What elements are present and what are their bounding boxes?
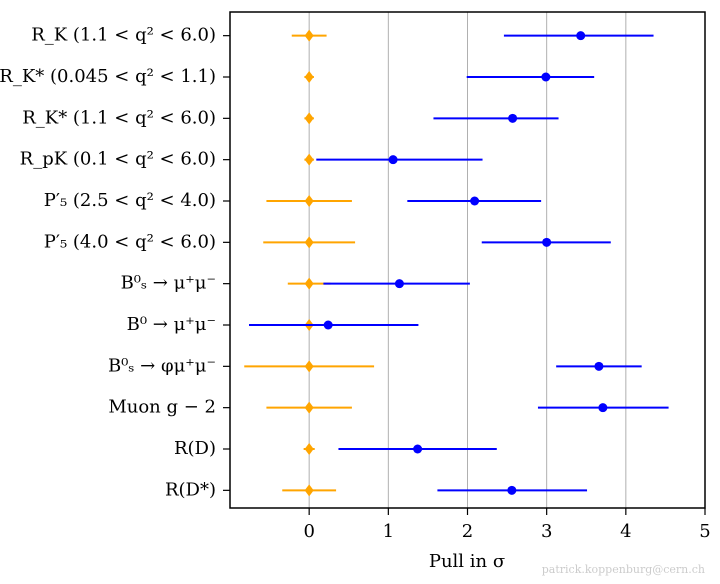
x-axis-label: Pull in σ: [429, 551, 505, 572]
marker: [508, 113, 518, 123]
y-tick-label: R_K (1.1 < q² < 6.0): [31, 25, 216, 46]
marker: [304, 277, 314, 290]
marker: [413, 444, 423, 454]
marker: [304, 29, 314, 42]
x-tick-label: 4: [620, 521, 631, 542]
y-tick-label: P′₅ (4.0 < q² < 6.0): [44, 231, 216, 252]
y-tick-label: R_K* (1.1 < q² < 6.0): [22, 107, 216, 128]
y-tick-label: Muon g − 2: [108, 397, 216, 418]
marker: [304, 195, 314, 207]
y-tick-label: R_K* (0.045 < q² < 1.1): [0, 66, 216, 87]
marker: [304, 443, 314, 455]
marker: [304, 153, 314, 166]
marker: [323, 320, 333, 330]
marker: [304, 71, 314, 83]
y-tick-label: B⁰ → μ⁺μ⁻: [127, 314, 216, 335]
marker: [541, 72, 551, 82]
y-tick-label: B⁰ₛ → μ⁺μ⁻: [121, 273, 216, 294]
watermark: patrick.koppenburg@cern.ch: [542, 563, 705, 576]
marker: [394, 279, 404, 289]
marker: [388, 155, 398, 165]
x-tick-label: 5: [699, 521, 710, 542]
x-tick-label: 3: [541, 521, 552, 542]
x-tick-label: 2: [462, 521, 473, 542]
y-tick-label: R(D*): [165, 479, 216, 500]
marker: [304, 484, 314, 497]
x-tick-label: 1: [383, 521, 394, 542]
y-tick-label: B⁰ₛ → φμ⁺μ⁻: [108, 355, 216, 376]
marker: [542, 237, 552, 247]
marker: [304, 236, 314, 249]
marker: [598, 403, 608, 413]
plot-frame: [229, 11, 706, 509]
y-tick-label: R_pK (0.1 < q² < 6.0): [20, 149, 216, 170]
marker: [507, 485, 517, 495]
x-tick-label: 0: [303, 521, 314, 542]
marker: [304, 360, 314, 373]
marker: [304, 112, 314, 125]
marker: [304, 401, 314, 414]
marker: [594, 361, 604, 371]
marker: [470, 196, 480, 206]
y-tick-label: R(D): [174, 438, 216, 459]
y-tick-label: P′₅ (2.5 < q² < 4.0): [44, 190, 216, 211]
marker: [576, 31, 586, 41]
